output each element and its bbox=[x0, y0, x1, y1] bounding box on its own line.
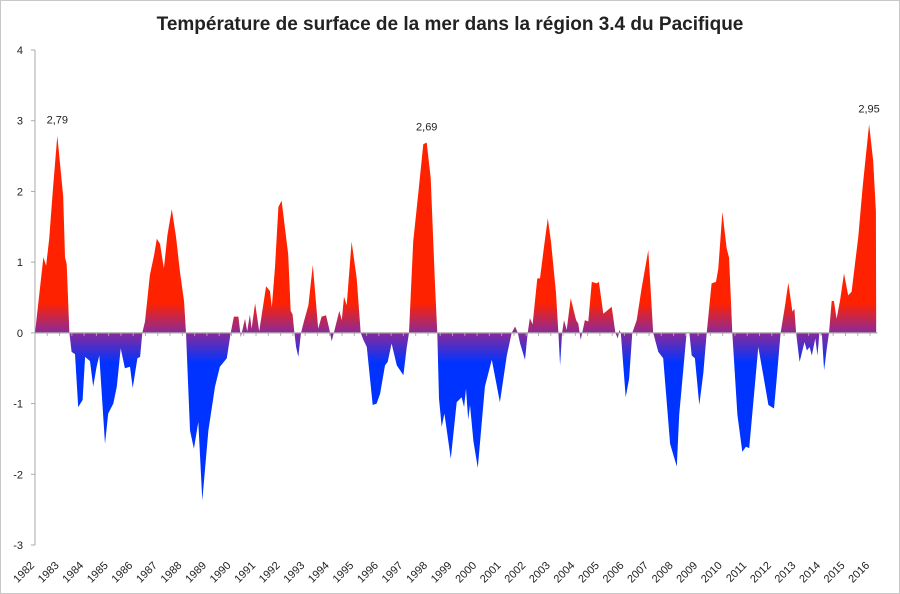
y-tick-label: 4 bbox=[17, 45, 23, 57]
y-tick-label: 2 bbox=[17, 186, 23, 198]
y-axis: -3 -2 -1 0 1 2 3 4 bbox=[13, 45, 36, 552]
y-tick-label: -2 bbox=[13, 469, 23, 481]
y-tick-label: -3 bbox=[13, 540, 23, 552]
y-tick-label: 3 bbox=[17, 116, 23, 128]
y-tick-label: 1 bbox=[17, 257, 23, 269]
peak-data-label: 2,95 bbox=[858, 103, 879, 115]
y-tick-label: 0 bbox=[17, 328, 23, 340]
data-labels: 2,79 2,69 2,95 bbox=[47, 103, 880, 133]
chart-title: Température de surface de la mer dans la… bbox=[157, 14, 744, 35]
peak-data-label: 2,69 bbox=[416, 122, 437, 134]
y-tick-label: -1 bbox=[13, 399, 23, 411]
peak-data-label: 2,79 bbox=[47, 115, 68, 127]
